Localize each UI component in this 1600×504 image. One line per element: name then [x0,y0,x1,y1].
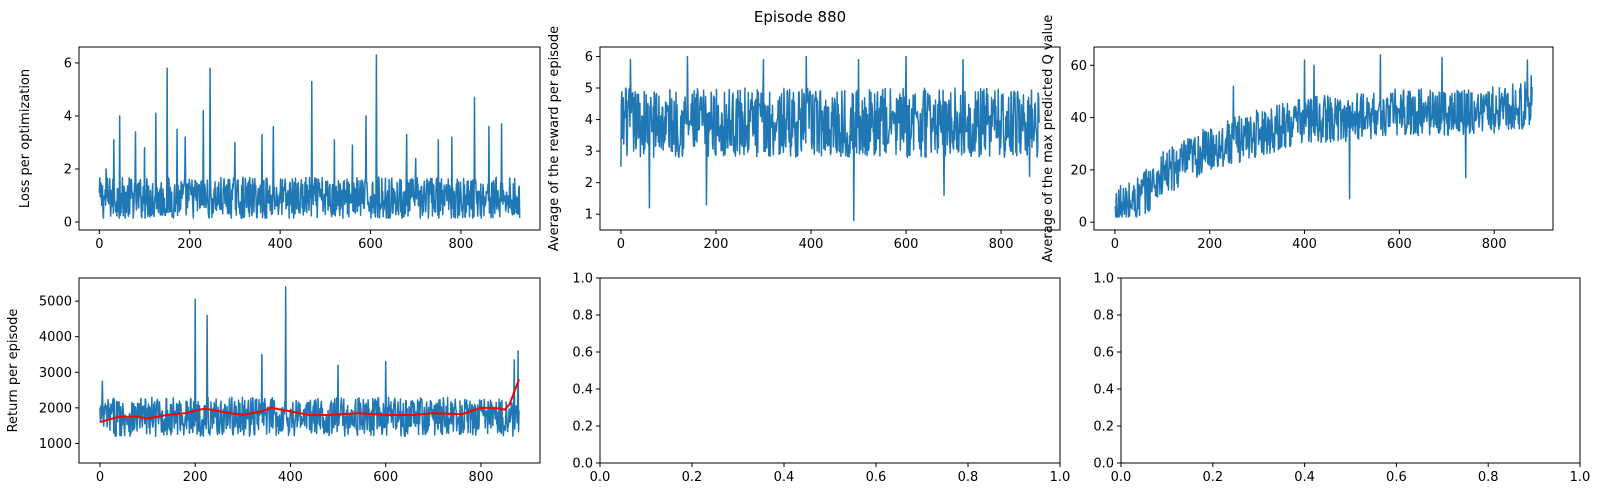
x-tick-label: 0.4 [774,470,795,485]
x-tick-label: 1.0 [1570,470,1591,485]
x-tick-label: 0 [617,237,625,252]
y-tick-label: 0.2 [572,420,593,435]
x-tick-label: 600 [894,237,919,252]
figure-suptitle: Episode 880 [753,8,847,26]
y-tick-label: 3000 [39,366,72,381]
y-tick-label: 5 [585,82,593,97]
y-axis-label: Average of the max predicted Q value [1041,15,1056,263]
y-tick-label: 0 [64,216,72,231]
y-tick-label: 2 [64,163,72,178]
x-tick-label: 400 [1292,237,1317,252]
axes-frame [599,277,1061,464]
x-tick-label: 600 [358,237,383,252]
x-tick-label: 0.8 [1478,470,1499,485]
x-tick-label: 200 [1197,237,1222,252]
x-tick-label: 0 [95,237,103,252]
x-tick-label: 800 [989,237,1014,252]
x-tick-label: 0.0 [1111,470,1132,485]
x-tick-label: 800 [448,237,473,252]
y-tick-label: 1 [585,208,593,223]
x-tick-label: 0 [1111,237,1119,252]
y-tick-label: 0.4 [572,383,593,398]
series-line [620,55,1040,222]
x-tick-label: 800 [1482,237,1507,252]
y-tick-label: 60 [1070,59,1087,74]
subplot-qvalue: 0 200 400 600 800 0 20 40 60 Average of the max p… [1041,15,1554,263]
x-tick-label: 1.0 [1050,470,1071,485]
y-tick-label: 20 [1070,163,1087,178]
y-tick-label: 1.0 [1093,272,1114,287]
y-tick-label: 0 [1079,216,1087,231]
y-tick-label: 0.8 [572,309,593,324]
series-line [1114,54,1533,218]
x-tick-label: 400 [278,470,303,485]
series-line [98,54,521,219]
y-tick-label: 2 [585,176,593,191]
axes-frame [599,46,1061,231]
x-tick-label: 0.6 [866,470,887,485]
subplot-return: 0 200 400 600 800 1000 2000 3000 4000 5000 Return … [6,277,541,485]
subplot-empty-1: 0.0 0.2 0.4 0.6 0.8 1.0 0.0 0.2 0.4 0.6 0.8 1.0 [572,272,1070,486]
y-tick-label: 0.0 [1093,457,1114,472]
y-tick-label: 1.0 [572,272,593,287]
axes-frame [78,46,541,231]
axes-frame [1120,277,1581,464]
x-tick-label: 800 [469,470,494,485]
x-tick-label: 200 [177,237,202,252]
x-tick-label: 0.2 [682,470,703,485]
y-tick-label: 5000 [39,295,72,310]
x-tick-label: 400 [268,237,293,252]
x-tick-label: 600 [373,470,398,485]
y-tick-label: 4000 [39,330,72,345]
x-tick-label: 0 [96,470,104,485]
y-axis-label: Average of the reward per episode [547,26,562,251]
y-tick-label: 0.4 [1093,383,1114,398]
series-line [99,286,520,438]
x-tick-label: 0.0 [590,470,611,485]
y-tick-label: 4 [585,113,593,128]
y-tick-label: 2000 [39,401,72,416]
y-axis-label: Return per episode [6,309,21,433]
y-tick-label: 1000 [39,437,72,452]
y-tick-label: 6 [585,50,593,65]
y-tick-label: 0.0 [572,457,593,472]
moving-average-line [99,379,520,424]
subplot-loss: 0 200 400 600 800 0 2 4 6 Loss per optimization [18,46,541,252]
x-tick-label: 400 [799,237,824,252]
y-tick-label: 6 [64,56,72,71]
x-tick-label: 200 [704,237,729,252]
y-tick-label: 0.8 [1093,309,1114,324]
x-tick-label: 0.4 [1294,470,1315,485]
y-tick-label: 0.6 [1093,346,1114,361]
subplot-reward: 0 200 400 600 800 1 2 3 4 5 6 Average of the reward… [547,26,1061,252]
x-tick-label: 0.8 [958,470,979,485]
x-tick-label: 0.2 [1202,470,1223,485]
y-tick-label: 4 [64,109,72,124]
x-tick-label: 0.6 [1386,470,1407,485]
axes-frame [1093,46,1554,231]
y-tick-label: 0.6 [572,346,593,361]
subplot-empty-2: 0.0 0.2 0.4 0.6 0.8 1.0 0.0 0.2 0.4 0.6 0.8 1.0 [1093,272,1590,486]
y-tick-label: 40 [1070,111,1087,126]
y-tick-label: 0.2 [1093,420,1114,435]
axes-frame [78,277,541,464]
y-tick-label: 3 [585,145,593,160]
x-tick-label: 200 [183,470,208,485]
x-tick-label: 600 [1387,237,1412,252]
y-axis-label: Loss per optimization [18,69,33,208]
